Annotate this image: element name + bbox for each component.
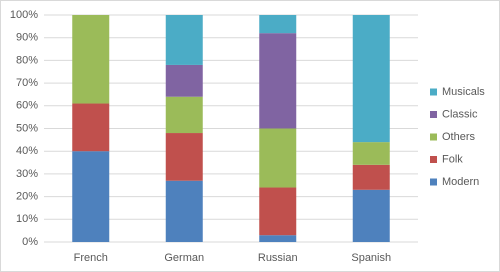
legend-swatch bbox=[430, 178, 437, 186]
bar-segment bbox=[259, 33, 297, 129]
bar-segment bbox=[165, 96, 203, 134]
y-tick-label: 40% bbox=[16, 145, 38, 157]
bar-segment bbox=[165, 15, 203, 65]
y-tick-label: 20% bbox=[16, 191, 38, 203]
y-tick-label: 80% bbox=[16, 54, 38, 66]
legend-swatch bbox=[430, 156, 437, 163]
bar-segment bbox=[352, 189, 390, 242]
x-tick-label: Spanish bbox=[351, 252, 391, 264]
x-tick-label: French bbox=[74, 252, 108, 264]
bar-segment bbox=[72, 103, 110, 152]
y-tick-label: 90% bbox=[16, 32, 38, 44]
legend-label: Modern bbox=[442, 176, 479, 188]
bar-segment bbox=[72, 151, 110, 242]
legend-swatch bbox=[430, 88, 437, 96]
bar-segment bbox=[165, 64, 203, 97]
y-tick-label: 10% bbox=[16, 213, 38, 225]
bar-segment bbox=[165, 133, 203, 181]
y-tick-label: 70% bbox=[16, 77, 38, 89]
y-tick-label: 50% bbox=[16, 122, 38, 134]
x-tick-label: Russian bbox=[258, 252, 298, 264]
bar-segment bbox=[352, 142, 390, 165]
legend-label: Folk bbox=[442, 153, 463, 165]
bar-segment bbox=[259, 15, 297, 34]
y-tick-label: 0% bbox=[22, 236, 38, 248]
legend-label: Others bbox=[442, 131, 476, 143]
bar-segment bbox=[72, 15, 110, 104]
x-tick-label: German bbox=[164, 252, 204, 264]
y-tick-label: 30% bbox=[16, 168, 38, 180]
legend-label: Classic bbox=[442, 108, 478, 120]
bar-segment bbox=[165, 180, 203, 242]
bar-segment bbox=[352, 15, 390, 143]
bar-segment bbox=[259, 235, 297, 242]
legend-swatch bbox=[430, 133, 437, 141]
y-tick-label: 100% bbox=[10, 9, 38, 21]
legend-label: Musicals bbox=[442, 86, 485, 98]
legend-swatch bbox=[430, 111, 437, 118]
bar-segment bbox=[352, 164, 390, 190]
y-tick-label: 60% bbox=[16, 100, 38, 112]
bar-segment bbox=[259, 187, 297, 236]
bar-segment bbox=[259, 128, 297, 188]
